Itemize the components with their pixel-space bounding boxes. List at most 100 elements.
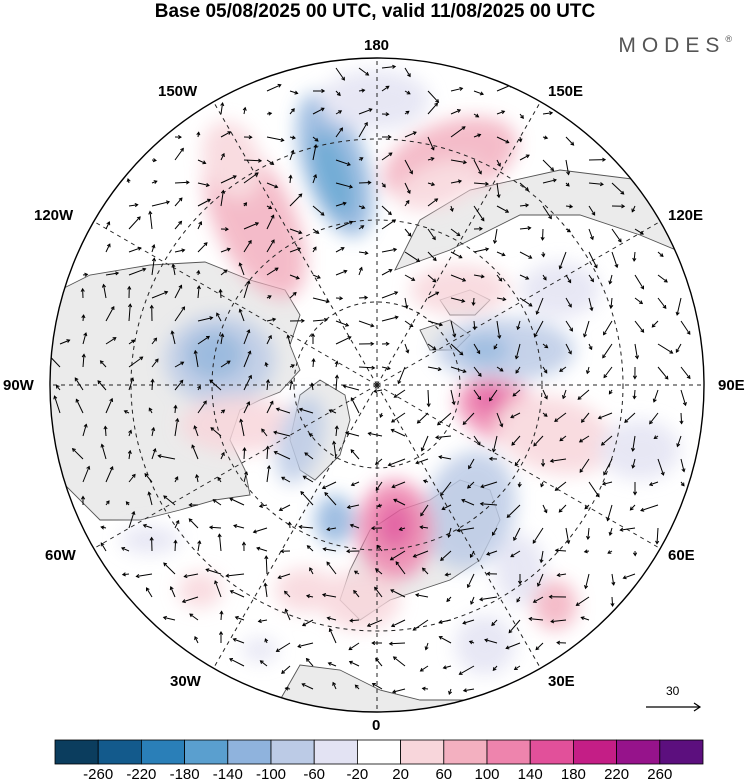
wind-arrowhead xyxy=(518,138,523,143)
wind-arrow xyxy=(349,661,360,667)
wind-arrowhead xyxy=(97,380,102,385)
colorbar-bin xyxy=(313,739,358,765)
anomaly-blob xyxy=(455,615,515,675)
wind-arrowhead xyxy=(550,167,555,172)
wind-arrowhead xyxy=(486,551,491,556)
wind-arrowhead xyxy=(109,465,114,471)
wind-arrowhead xyxy=(152,158,157,163)
wind-arrow xyxy=(104,426,107,437)
wind-arrowhead xyxy=(556,640,561,645)
map-disc xyxy=(50,58,704,712)
wind-arrow xyxy=(101,444,107,460)
wind-arrow xyxy=(611,573,615,585)
wind-arrowhead xyxy=(390,589,395,593)
wind-arrow xyxy=(496,110,505,115)
wind-arrow xyxy=(220,611,223,621)
wind-arrowhead xyxy=(197,540,202,545)
wind-arrow xyxy=(368,432,383,437)
wind-arrow xyxy=(74,377,84,391)
wind-arrowhead xyxy=(393,394,398,398)
wind-arrow xyxy=(542,205,552,219)
wind-arrow xyxy=(335,67,345,81)
wind-arrowhead xyxy=(205,182,210,187)
wind-arrowhead xyxy=(525,203,530,208)
wind-arrow xyxy=(649,412,659,425)
colorbar-bin xyxy=(616,739,661,765)
wind-arrowhead xyxy=(533,442,538,447)
wind-arrow xyxy=(174,197,183,207)
wind-arrowhead xyxy=(466,584,471,589)
wind-arrowhead xyxy=(277,575,282,580)
lon-label-150w: 150W xyxy=(158,83,198,100)
wind-arrow xyxy=(392,481,406,488)
wind-arrow xyxy=(496,412,503,427)
wind-arrowhead xyxy=(342,384,347,389)
wind-arrow xyxy=(559,366,567,372)
wind-arrowhead xyxy=(579,468,584,473)
wind-arrowhead xyxy=(651,323,656,328)
wind-arrow xyxy=(565,320,573,332)
wind-arrowhead xyxy=(181,306,186,311)
wind-arrowhead xyxy=(663,278,668,283)
wind-arrowhead xyxy=(295,275,300,280)
wind-arrow xyxy=(220,175,237,184)
lon-label-90e: 90E xyxy=(718,377,745,394)
wind-arrowhead xyxy=(459,86,464,91)
wind-arrow xyxy=(588,182,604,185)
wind-arrowhead xyxy=(438,619,443,624)
wind-arrow xyxy=(243,375,252,391)
colorbar-bin xyxy=(141,739,186,765)
wind-arrow xyxy=(420,665,429,672)
meridian-line xyxy=(93,221,378,386)
wind-arrow xyxy=(289,228,302,234)
wind-arrow xyxy=(335,221,353,230)
wind-arrowhead xyxy=(292,291,297,296)
wind-arrowhead xyxy=(497,162,501,167)
wind-arrowhead xyxy=(477,133,482,138)
wind-arrowhead xyxy=(471,301,476,307)
wind-arrowhead xyxy=(226,360,231,365)
wind-arrow xyxy=(510,550,521,558)
wind-arrow xyxy=(299,408,314,414)
wind-arrow xyxy=(174,221,182,230)
wind-arrow xyxy=(128,339,135,345)
wind-arrow xyxy=(624,412,636,423)
wind-arrow xyxy=(239,309,245,322)
wind-arrowhead xyxy=(595,493,600,498)
anomaly-blob xyxy=(320,70,430,130)
wind-arrowhead xyxy=(440,557,444,561)
wind-arrow xyxy=(565,343,572,355)
wind-arrow xyxy=(261,428,268,437)
wind-arrow xyxy=(427,102,438,115)
wind-arrowhead xyxy=(491,622,496,627)
wind-arrowhead xyxy=(320,107,325,112)
wind-vectors xyxy=(50,64,691,696)
wind-arrowhead xyxy=(516,325,521,331)
wind-arrowhead xyxy=(486,571,491,576)
wind-arrow xyxy=(163,616,176,621)
wind-arrowhead xyxy=(334,360,339,365)
wind-arrowhead xyxy=(653,435,658,440)
wind-arrowhead xyxy=(610,602,615,607)
wind-arrow xyxy=(174,148,184,161)
wind-arrow xyxy=(72,448,84,460)
wind-arrow xyxy=(486,550,498,555)
wind-arrowhead xyxy=(478,170,482,175)
wind-arrowhead xyxy=(394,291,399,296)
wind-arrowhead xyxy=(407,73,411,78)
wind-arrow xyxy=(105,272,119,276)
wind-arrowhead xyxy=(416,258,421,262)
wind-arrowhead xyxy=(214,580,219,585)
wind-arrowhead xyxy=(420,447,425,452)
colorbar-tick-label: -60 xyxy=(303,766,326,783)
wind-arrowhead xyxy=(346,161,351,166)
wind-arrowhead xyxy=(388,641,393,646)
wind-arrow xyxy=(335,247,345,253)
wind-arrowhead xyxy=(151,244,156,249)
wind-arrow xyxy=(312,297,330,303)
wind-arrowhead xyxy=(461,126,466,130)
wind-arrow xyxy=(375,481,383,491)
wind-arrowhead xyxy=(310,332,316,337)
wind-arrowhead xyxy=(126,177,131,183)
wind-arrowhead xyxy=(66,339,71,343)
